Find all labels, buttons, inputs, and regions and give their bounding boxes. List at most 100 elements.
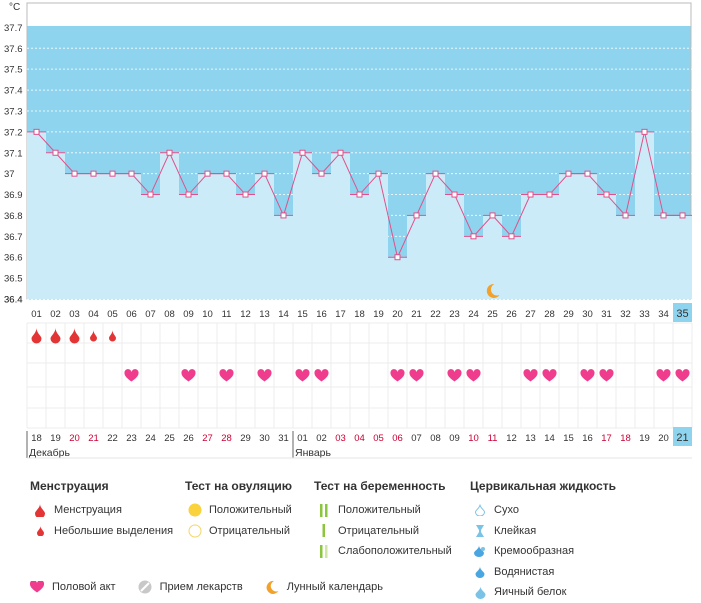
temp-point [261, 170, 268, 177]
cycle-day-number: 07 [145, 309, 156, 320]
calendar-date: 21 [88, 433, 99, 444]
calendar-date: 30 [259, 433, 270, 444]
heart-icon [219, 369, 234, 382]
temp-point [109, 170, 116, 177]
cycle-day-number: 19 [373, 309, 384, 320]
temp-point [337, 149, 344, 156]
cycle-day-number: 28 [544, 309, 555, 320]
small-drop-icon [90, 330, 97, 342]
temp-bar [502, 236, 521, 299]
temp-point [52, 149, 59, 156]
calendar-date: 29 [240, 433, 251, 444]
creamy-drop-icon [474, 545, 485, 558]
temp-bar [84, 173, 103, 299]
temp-bar [179, 194, 198, 299]
faint-line-icon [320, 544, 328, 558]
y-tick-label: 37.2 [4, 127, 23, 138]
pill-icon [138, 580, 152, 594]
cycle-day-number: 09 [183, 309, 194, 320]
calendar-date: 08 [430, 433, 441, 444]
temp-bar [483, 215, 502, 299]
filled-circle-icon [188, 503, 202, 517]
calendar-date: 09 [449, 433, 460, 444]
legend-item-label: Отрицательный [209, 524, 290, 537]
y-tick-label: 36.5 [4, 274, 23, 285]
heart-icon [466, 369, 481, 382]
calendar-date: 23 [126, 433, 137, 444]
legend-item-moon: Лунный календарь [265, 580, 383, 594]
legend-menstruation: Менструация Менструация Небольшие выделе… [30, 479, 173, 541]
temp-bar [559, 173, 578, 299]
temp-point [489, 212, 496, 219]
temp-point [527, 191, 534, 198]
y-tick-label: 37.6 [4, 44, 23, 55]
temp-bar [27, 131, 46, 299]
temp-bar [388, 257, 407, 299]
egg-white-drop-icon [475, 586, 485, 599]
cycle-day-number: 11 [222, 309, 232, 320]
temp-point [185, 191, 192, 198]
calendar-date: 05 [373, 433, 384, 444]
temp-bar [407, 215, 426, 299]
temp-bar [331, 152, 350, 299]
temp-point [71, 170, 78, 177]
temp-point [641, 128, 648, 135]
temp-bar [369, 173, 388, 299]
cycle-day-number: 06 [126, 309, 137, 320]
calendar-date: 22 [107, 433, 118, 444]
cycle-day-number: 05 [107, 309, 118, 320]
cycle-day-number: 32 [620, 309, 631, 320]
calendar-date: 15 [563, 433, 574, 444]
cycle-day-number: 01 [31, 309, 42, 320]
legend-item-label: Положительный [209, 504, 292, 517]
calendar-date: 18 [31, 433, 42, 444]
cycle-day-number: 31 [601, 309, 612, 320]
heart-icon [523, 369, 538, 382]
y-tick-label: 36.8 [4, 211, 23, 222]
temp-point [546, 191, 553, 198]
calendar-date: 06 [392, 433, 403, 444]
calendar-date: 04 [354, 433, 365, 444]
cycle-day-number: 18 [354, 309, 365, 320]
calendar-date: 21 [676, 432, 688, 444]
temp-point [223, 170, 230, 177]
month-label: Январь [295, 447, 332, 459]
legend-ovulation-title: Тест на овуляцию [185, 479, 292, 493]
cycle-day-number: 22 [430, 309, 441, 320]
temp-bar [464, 236, 483, 299]
cycle-day-number: 04 [88, 309, 99, 320]
temp-point [204, 170, 211, 177]
double-line-icon [320, 503, 328, 517]
y-axis-unit: °C [9, 2, 20, 13]
dry-drop-icon [475, 504, 485, 517]
legend-pregnancy: Тест на беременность Положительный Отриц… [314, 479, 452, 562]
cycle-day-number: 16 [316, 309, 327, 320]
temp-bar [521, 194, 540, 299]
cycle-day-number: 23 [449, 309, 460, 320]
legend-item-sticky: Клейкая [470, 521, 616, 542]
heart-icon [656, 369, 671, 382]
calendar-date: 28 [221, 433, 232, 444]
bbt-chart: °C 37.7 37.6 37.5 37.4 37.3 37.2 37.1 37 36.9 36.… [4, 2, 693, 459]
watery-drop-icon [475, 566, 485, 578]
small-drop-icon [36, 525, 44, 536]
legend-item-label: Положительный [338, 504, 421, 517]
temp-point [451, 191, 458, 198]
temp-point [603, 191, 610, 198]
legend-item-label: Отрицательный [338, 524, 419, 537]
sticky-icon [476, 524, 484, 537]
legend-item-label: Кремообразная [494, 545, 575, 558]
cycle-day-number: 29 [563, 309, 574, 320]
y-tick-label: 36.9 [4, 190, 23, 201]
legend-item-label: Лунный календарь [286, 581, 383, 593]
cycle-day-number: 30 [582, 309, 593, 320]
heart-icon [447, 369, 462, 382]
cycle-day-number: 02 [50, 309, 61, 320]
heart-icon [181, 369, 196, 382]
temp-bar [274, 215, 293, 299]
heart-icon [580, 369, 595, 382]
y-tick-label: 37.4 [4, 86, 23, 97]
temp-bar [654, 215, 673, 299]
legend-item-label: Водянистая [494, 565, 555, 578]
legend-item-egg-white: Яичный белок [470, 582, 616, 603]
